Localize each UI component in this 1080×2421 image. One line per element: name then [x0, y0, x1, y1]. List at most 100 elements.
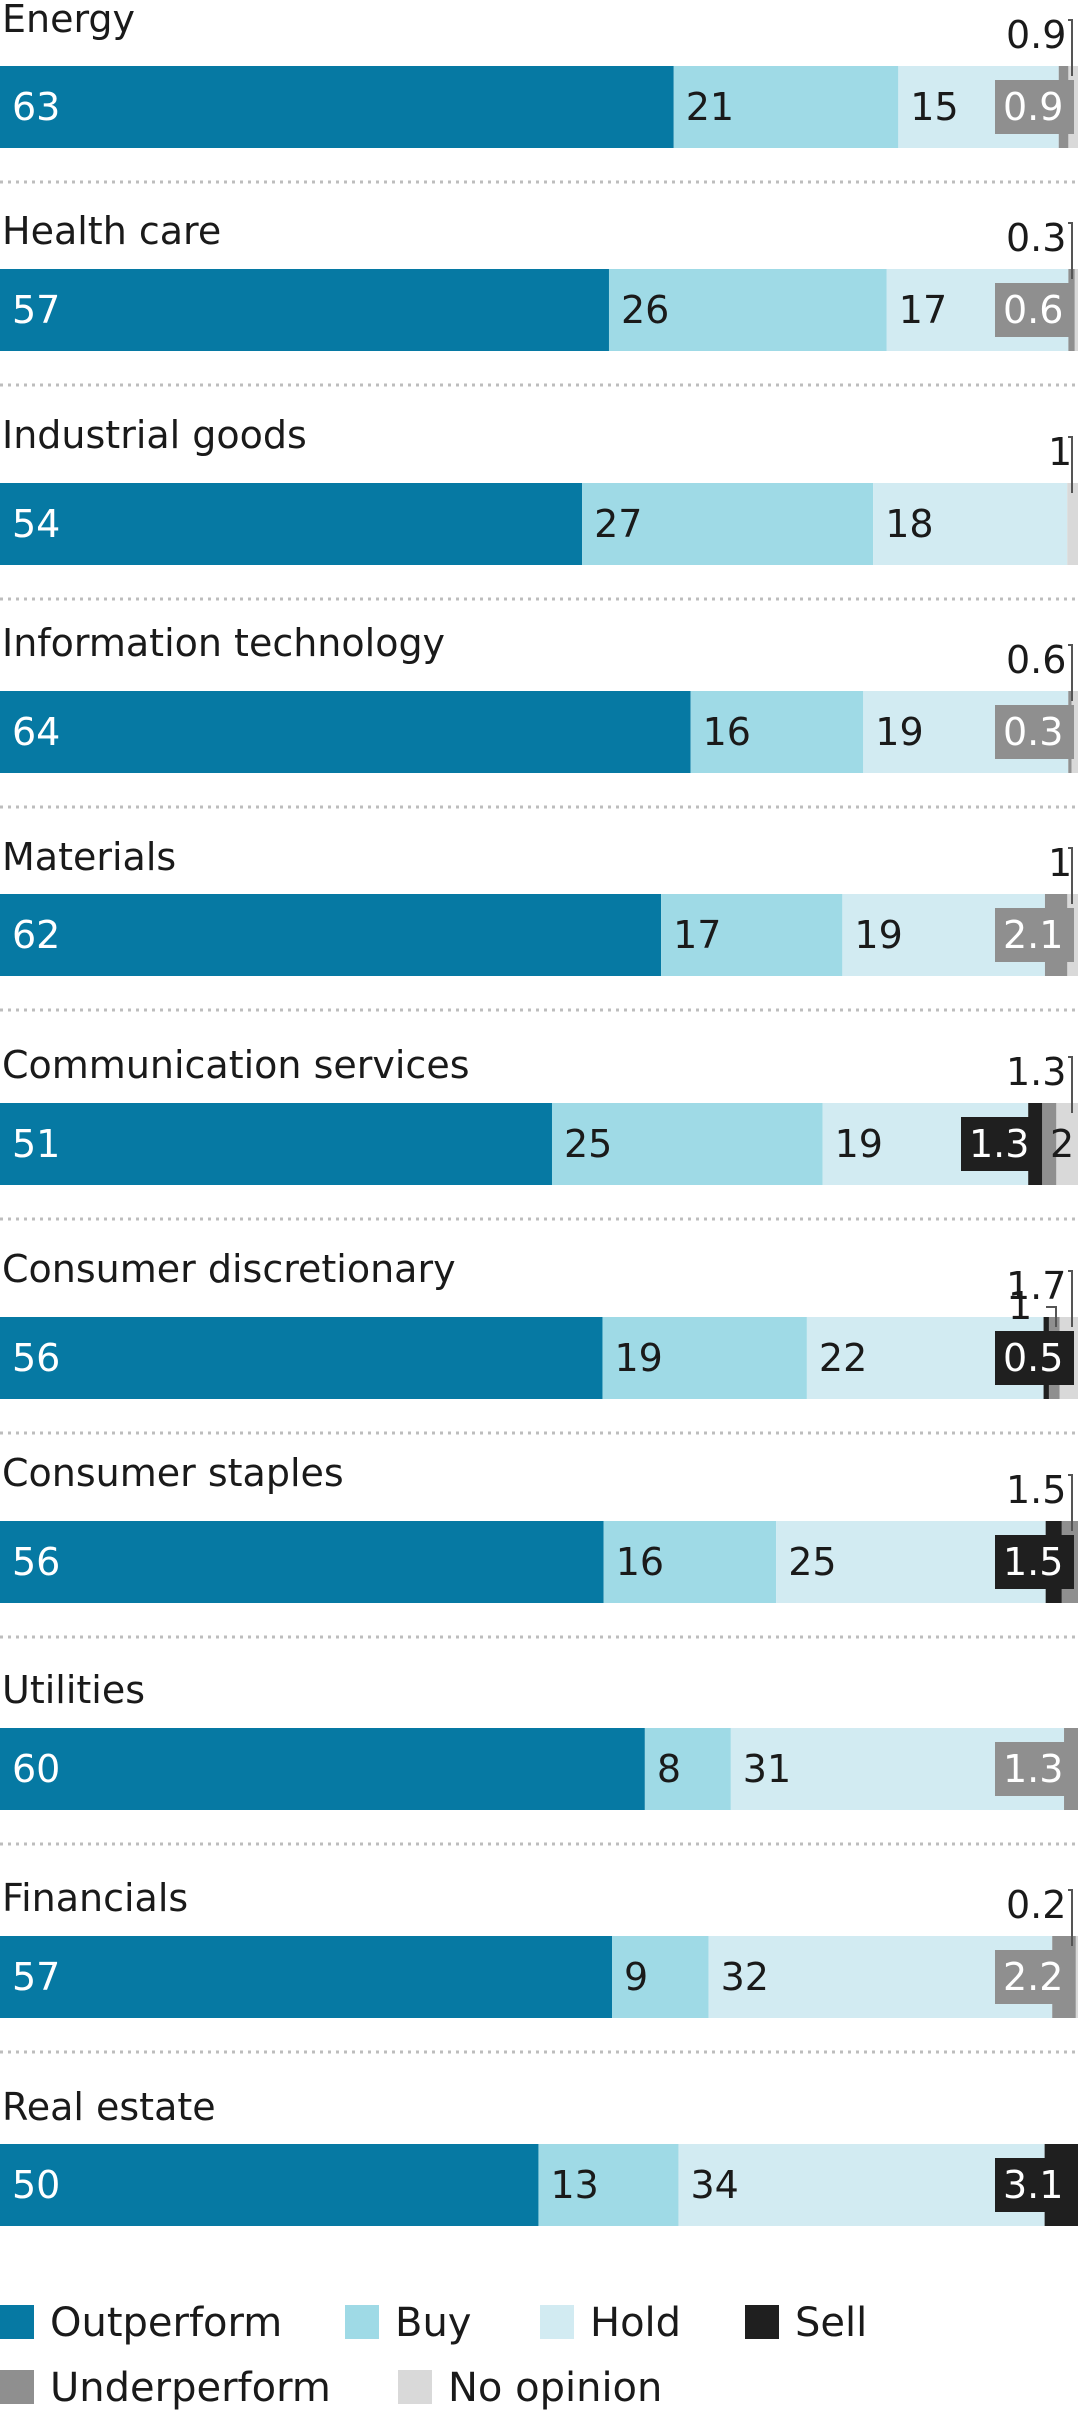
- bar-communication-services-outperform: [0, 1103, 552, 1185]
- callout-leader-information-technology: [1068, 644, 1073, 701]
- bar-financials-no-opinion: [1075, 1936, 1078, 2018]
- bar-energy-outperform: [0, 66, 674, 148]
- bar-real-estate-hold: [678, 2144, 1045, 2226]
- bar-information-technology-buy: [690, 691, 864, 773]
- category-label-real-estate: Real estate: [2, 2085, 216, 2129]
- bar-financials-buy: [612, 1936, 709, 2018]
- data-label-communication-services-buy: 25: [564, 1122, 612, 1166]
- data-label-information-technology-small: 0.3: [1003, 710, 1063, 754]
- data-label-energy-outperform: 63: [12, 85, 60, 129]
- callout-leader-consumer-discretionary: [1068, 1270, 1073, 1327]
- bar-industrial-goods-no-opinion: [1067, 483, 1078, 565]
- callout-leader-financials: [1068, 1889, 1073, 1946]
- bar-financials-outperform: [0, 1936, 613, 2018]
- data-label-information-technology-outperform: 64: [12, 710, 60, 754]
- data-label-materials-buy: 17: [673, 913, 721, 957]
- data-label-real-estate-hold: 34: [691, 2163, 739, 2207]
- data-label-materials-hold: 19: [854, 913, 902, 957]
- value-box-utilities: [995, 1742, 1074, 1796]
- data-label-health-care-hold: 17: [899, 288, 947, 332]
- category-label-utilities: Utilities: [2, 1668, 145, 1712]
- value-box-health-care: [995, 283, 1074, 337]
- data-label-energy-small: 0.9: [1003, 85, 1063, 129]
- data-label-utilities-outperform: 60: [12, 1747, 60, 1791]
- value-box-energy: [995, 80, 1074, 134]
- bar-utilities-outperform: [0, 1728, 645, 1810]
- data-label-industrial-goods-outperform: 54: [12, 502, 60, 546]
- data-label-information-technology-hold: 19: [875, 710, 923, 754]
- value-box-communication-services: [961, 1117, 1040, 1171]
- data-label-health-care-outperform: 57: [12, 288, 60, 332]
- callout-consumer-discretionary: 1.7: [1006, 1264, 1066, 1308]
- legend-swatch-hold: [540, 2305, 574, 2339]
- data-label-consumer-discretionary-small: 0.5: [1003, 1336, 1063, 1380]
- bar-information-technology-outperform: [0, 691, 691, 773]
- data-label-real-estate-outperform: 50: [12, 2163, 60, 2207]
- value-box-information-technology: [995, 705, 1074, 759]
- data-label-utilities-small: 1.3: [1003, 1747, 1063, 1791]
- bar-health-care-no-opinion: [1074, 269, 1078, 351]
- bar-real-estate-outperform: [0, 2144, 539, 2226]
- value-box-consumer-staples: [995, 1535, 1074, 1589]
- data-label-health-care-buy: 26: [621, 288, 669, 332]
- legend-swatch-underperform: [0, 2370, 34, 2404]
- bar-industrial-goods-buy: [582, 483, 874, 565]
- bar-communication-services-buy: [551, 1103, 823, 1185]
- data-label-financials-buy: 9: [624, 1955, 648, 1999]
- data-label-consumer-staples-small: 1.5: [1003, 1540, 1063, 1584]
- legend-label-hold: Hold: [590, 2300, 681, 2346]
- callout-communication-services: 1.3: [1006, 1050, 1066, 1094]
- callout-leader-consumer-staples: [1068, 1474, 1073, 1531]
- bar-materials-buy: [661, 894, 843, 976]
- bar-industrial-goods-outperform: [0, 483, 583, 565]
- data-label-real-estate-buy: 13: [551, 2163, 599, 2207]
- bar-consumer-discretionary-outperform: [0, 1317, 603, 1399]
- value-box-real-estate: [995, 2158, 1074, 2212]
- callout-leader-communication-services: [1068, 1056, 1073, 1113]
- bar-health-care-outperform: [0, 269, 609, 351]
- callout-energy: 0.9: [1006, 13, 1066, 57]
- bar-financials-hold: [708, 1936, 1053, 2018]
- legend-label-outperform: Outperform: [50, 2300, 282, 2346]
- data-label-information-technology-buy: 16: [703, 710, 751, 754]
- data-label-consumer-staples-outperform: 56: [12, 1540, 60, 1584]
- bar-materials-outperform: [0, 894, 662, 976]
- data-label-materials-outperform: 62: [12, 913, 60, 957]
- data-label-energy-hold: 15: [910, 85, 958, 129]
- callout-leader-health-care: [1068, 222, 1073, 279]
- category-label-financials: Financials: [2, 1876, 188, 1920]
- bar-consumer-discretionary-buy: [602, 1317, 807, 1399]
- legend-label-buy: Buy: [395, 2300, 471, 2346]
- callout-leader-industrial-goods: [1068, 436, 1073, 493]
- category-label-consumer-discretionary: Consumer discretionary: [2, 1247, 456, 1291]
- bar-information-technology-no-opinion: [1071, 691, 1078, 773]
- data-label-consumer-discretionary-outperform: 56: [12, 1336, 60, 1380]
- data-label-consumer-staples-buy: 16: [616, 1540, 664, 1584]
- data-label-financials-outperform: 57: [12, 1955, 60, 1999]
- legend-swatch-no-opinion: [398, 2370, 432, 2404]
- bar-communication-services-no-opinion: [1056, 1103, 1078, 1185]
- data-label-consumer-discretionary-buy: 19: [615, 1336, 663, 1380]
- bar-health-care-buy: [608, 269, 887, 351]
- bar-consumer-staples-outperform: [0, 1521, 604, 1603]
- legend-label-underperform: Underperform: [50, 2365, 331, 2411]
- legend-label-sell: Sell: [795, 2300, 867, 2346]
- bar-utilities-buy: [644, 1728, 731, 1810]
- data-label-communication-services-no-opinion: 2: [1050, 1122, 1074, 1166]
- callout-leader-energy: [1068, 19, 1073, 76]
- data-label-communication-services-hold: 19: [835, 1122, 883, 1166]
- data-label-consumer-staples-hold: 25: [788, 1540, 836, 1584]
- data-label-communication-services-small: 1.3: [969, 1122, 1029, 1166]
- data-label-utilities-hold: 31: [743, 1747, 791, 1791]
- data-label-financials-hold: 32: [721, 1955, 769, 1999]
- bar-real-estate-buy: [538, 2144, 679, 2226]
- category-label-consumer-staples: Consumer staples: [2, 1451, 344, 1495]
- data-label-utilities-buy: 8: [657, 1747, 681, 1791]
- data-label-consumer-discretionary-hold: 22: [819, 1336, 867, 1380]
- legend-swatch-outperform: [0, 2305, 34, 2339]
- bar-communication-services-underperform: [1042, 1103, 1057, 1185]
- callout-2-leader-consumer-discretionary: [1046, 1306, 1057, 1327]
- bar-energy-buy: [673, 66, 899, 148]
- category-label-health-care: Health care: [2, 209, 221, 253]
